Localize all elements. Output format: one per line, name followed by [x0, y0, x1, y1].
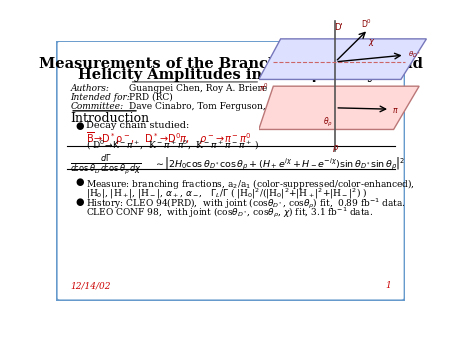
Text: PRD (RC): PRD (RC) — [130, 93, 173, 102]
Text: $\theta_\rho$: $\theta_\rho$ — [323, 116, 333, 128]
Polygon shape — [259, 39, 427, 79]
Text: Dave Cinabro, Tom Ferguson, Jianchun Wang: Dave Cinabro, Tom Ferguson, Jianchun Wan… — [130, 102, 338, 111]
Text: Introduction: Introduction — [70, 112, 149, 125]
Text: $\rho$: $\rho$ — [332, 143, 339, 154]
Text: ●: ● — [76, 197, 84, 207]
Text: $\pi^0$: $\pi^0$ — [259, 81, 269, 94]
Text: |H$_0$|, |H$_+$|, |H$_-$|, $\alpha_+$, $\alpha_-$,   $\Gamma_L/\Gamma$ ( |H$_0$|: |H$_0$|, |H$_+$|, |H$_-$|, $\alpha_+$, $… — [86, 186, 367, 201]
Text: CLEO CONF 98,  with joint (cos$\theta_{D^*}$, cos$\theta_\rho$, $\chi$) fit, 3.1: CLEO CONF 98, with joint (cos$\theta_{D^… — [86, 206, 373, 220]
Text: $\pi$: $\pi$ — [392, 106, 399, 115]
Text: Helicity Amplitudes in B→D*ρ Decays: Helicity Amplitudes in B→D*ρ Decays — [78, 68, 383, 82]
Text: Authors:: Authors: — [70, 83, 109, 93]
Text: ( D$^0\!\to\!{\rm K}^-\pi^+$,  K$^-\pi^+\pi^0$,  K$^-\pi^+\pi^-\pi^+$ ): ( D$^0\!\to\!{\rm K}^-\pi^+$, K$^-\pi^+\… — [86, 139, 260, 152]
Text: 12/14/02: 12/14/02 — [70, 282, 111, 290]
Text: Guangpei Chen, Roy A. Briere: Guangpei Chen, Roy A. Briere — [130, 83, 268, 93]
FancyBboxPatch shape — [56, 41, 405, 301]
Text: $\overline{\rm B}\!\to\!{\rm D}^*\rho^-,$   ${\rm D}^*\!\to\!{\rm D}^0\pi,$   $\: $\overline{\rm B}\!\to\!{\rm D}^*\rho^-,… — [86, 130, 251, 147]
Text: $\sim\!\left|2H_0\cos\theta_{D^*}\cos\theta_\rho+(H_+e^{i\chi}+H_-e^{-i\chi})\si: $\sim\!\left|2H_0\cos\theta_{D^*}\cos\th… — [154, 155, 405, 172]
Text: D': D' — [334, 23, 343, 32]
Text: $\frac{d\Gamma}{d\!\cos\theta_D\,d\!\cos\theta_\rho\,d\chi}$: $\frac{d\Gamma}{d\!\cos\theta_D\,d\!\cos… — [70, 152, 142, 176]
Text: 1: 1 — [385, 282, 391, 290]
Polygon shape — [259, 86, 419, 129]
Text: ●: ● — [76, 177, 84, 187]
Text: Decay chain studied:: Decay chain studied: — [86, 121, 189, 130]
Text: Measurements of the Branching Fractions and: Measurements of the Branching Fractions … — [39, 57, 423, 71]
Text: ●: ● — [76, 121, 84, 131]
Text: D$^0$: D$^0$ — [361, 18, 372, 30]
Text: Measure: branching fractions, a$_2$/a$_1$ (color-suppressed/color-enhanced),: Measure: branching fractions, a$_2$/a$_1… — [86, 177, 415, 191]
Text: Committee:: Committee: — [70, 102, 123, 111]
Text: Intended for:: Intended for: — [70, 93, 130, 102]
Text: History: CLEO 94(PRD),  with joint (cos$\theta_{D^*}$, cos$\theta_\rho$) fit,  0: History: CLEO 94(PRD), with joint (cos$\… — [86, 197, 406, 211]
Text: $\theta_{D^*}$: $\theta_{D^*}$ — [408, 50, 421, 60]
Text: $\chi$: $\chi$ — [368, 37, 376, 48]
